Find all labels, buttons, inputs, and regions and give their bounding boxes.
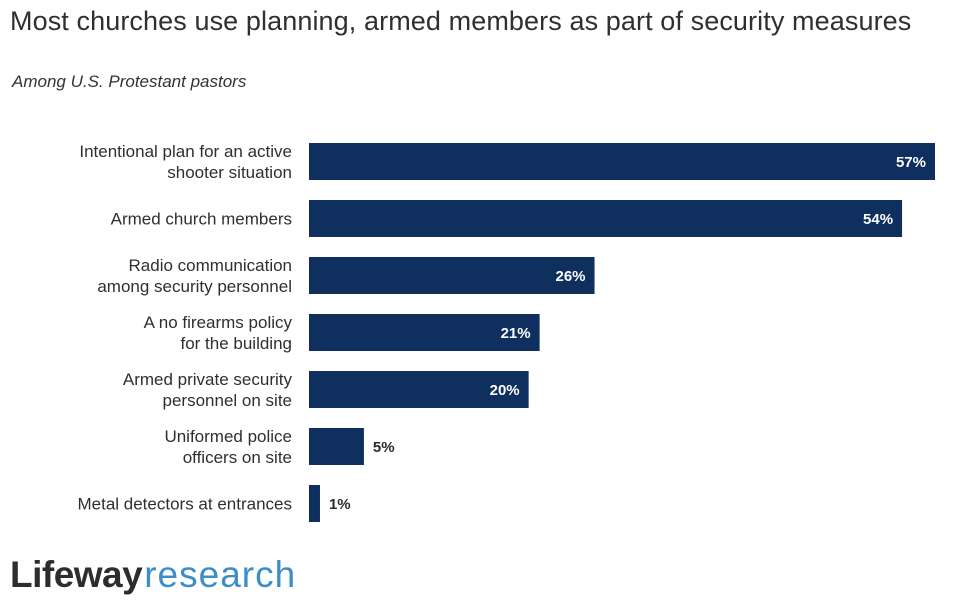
chart-title: Most churches use planning, armed member… — [10, 6, 912, 36]
category-label-2-0: Radio communication — [129, 256, 292, 275]
category-label-4-1: personnel on site — [163, 391, 292, 410]
category-label-0-0: Intentional plan for an active — [79, 142, 292, 161]
category-label-5-1: officers on site — [183, 448, 292, 467]
logo-lifeway-text: Lifeway — [10, 554, 143, 595]
category-label-3-0: A no firearms policy — [144, 313, 293, 332]
category-label-4-0: Armed private security — [123, 370, 293, 389]
value-label-2: 26% — [556, 268, 586, 285]
value-label-5: 5% — [373, 439, 395, 456]
value-label-0: 57% — [896, 154, 926, 171]
category-label-6-0: Metal detectors at entrances — [77, 495, 292, 514]
value-label-3: 21% — [501, 325, 531, 342]
value-label-4: 20% — [490, 382, 520, 399]
value-label-6: 1% — [329, 496, 351, 513]
chart-subtitle: Among U.S. Protestant pastors — [12, 72, 247, 91]
category-label-2-1: among security personnel — [97, 277, 292, 296]
bar-5 — [309, 428, 364, 465]
value-label-1: 54% — [863, 211, 893, 228]
category-label-0-1: shooter situation — [167, 163, 292, 182]
bar-2 — [309, 257, 595, 294]
bar-1 — [309, 200, 903, 237]
bar-4 — [309, 371, 529, 408]
bar-0 — [309, 143, 935, 180]
bar-3 — [309, 314, 540, 351]
bar-6 — [309, 485, 320, 522]
category-label-5-0: Uniformed police — [164, 427, 292, 446]
lifeway-research-logo: Lifewayresearch — [10, 556, 296, 593]
category-label-1-0: Armed church members — [111, 210, 292, 229]
logo-research-text: research — [144, 554, 297, 595]
category-label-3-1: for the building — [180, 334, 292, 353]
